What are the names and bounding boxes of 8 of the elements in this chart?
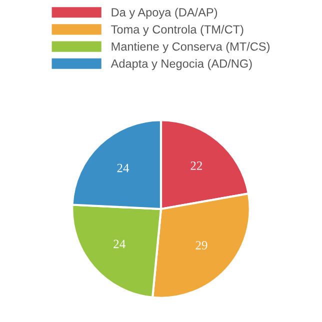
legend-label: Toma y Controla (TM/CT) [111,24,244,36]
legend-label: Mantiene y Conserva (MT/CS) [112,42,270,54]
legend-label: Da y Apoya (DA/AP) [112,8,218,19]
data-label: 24 [114,240,126,248]
data-label: 24 [117,164,130,172]
data-label: 22 [190,161,202,170]
data-label: 29 [196,241,208,250]
legend-label: Adapta y Negocia (AD/NG) [110,59,252,70]
